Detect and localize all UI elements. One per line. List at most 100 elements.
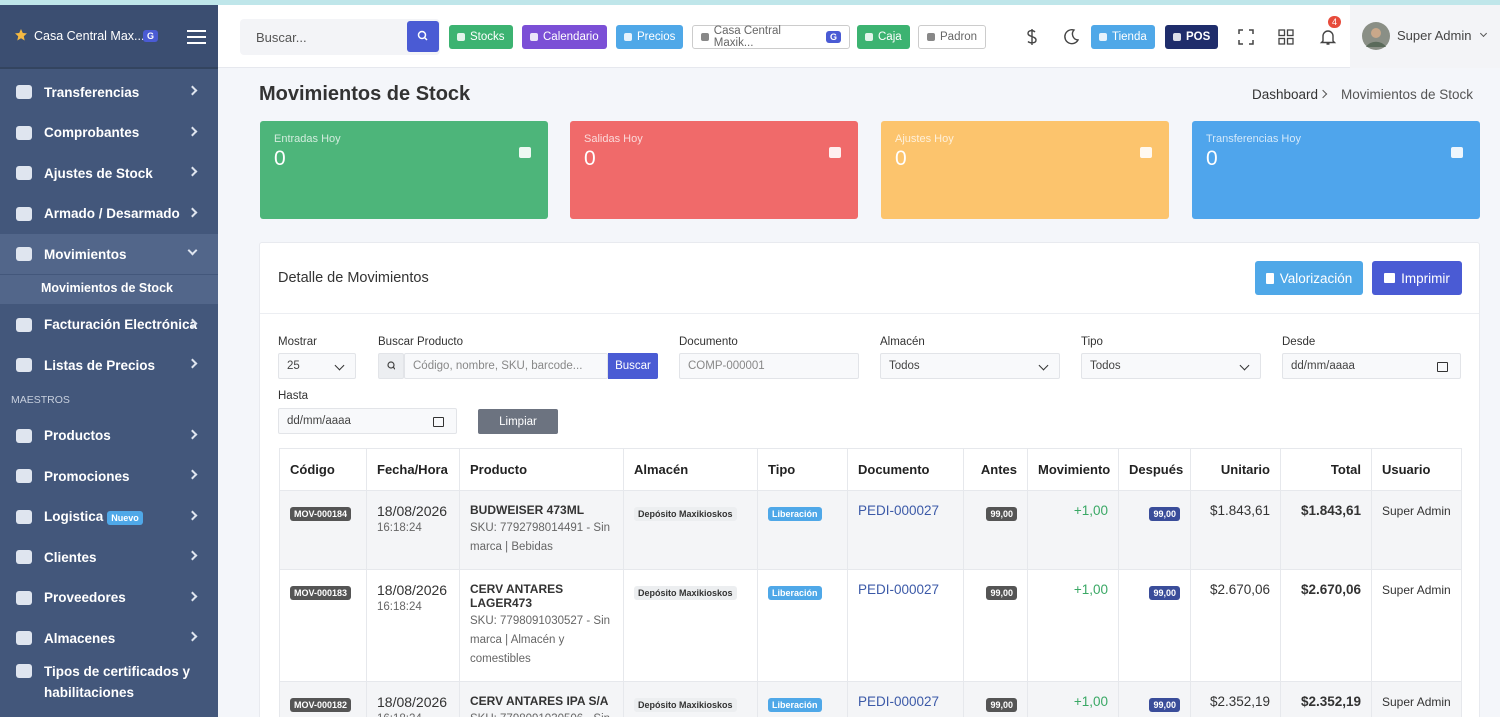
menu-item[interactable]: Movimientos [0, 234, 218, 274]
icon [1265, 272, 1274, 284]
submenu-item[interactable]: Movimientos de Stock [0, 274, 218, 304]
breadcrumb-link[interactable]: Dashboard [1252, 87, 1319, 102]
document-link[interactable]: PEDI-000027 [858, 503, 940, 518]
card-icon [829, 147, 841, 158]
padron-button[interactable]: Padron [918, 25, 987, 49]
table-row: MOV-000184 18/08/2026 16:18:24 BUDWEISER 47… [279, 490, 1462, 570]
card-label: Entradas Hoy [274, 133, 341, 145]
menu-label: Comprobantes [44, 125, 140, 140]
date: 18/08/2026 [377, 582, 448, 598]
code-badge: MOV-000183 [290, 586, 352, 600]
total: $1.843,61 [1300, 503, 1361, 518]
sidebar: Casa Central Max... G Transferencias Comp… [0, 5, 218, 717]
product-detail: SKU: 7798091030527 - Sin marca | Almacén… [470, 615, 611, 665]
menu-item[interactable]: Logistica Nuevo [0, 497, 218, 537]
menu-item[interactable]: Listas de Precios [0, 345, 218, 385]
cell: PEDI-000027 [847, 681, 964, 717]
menu-icon [16, 125, 32, 140]
menu-item[interactable]: Clientes [0, 537, 218, 577]
stocks-button[interactable]: Stocks [449, 25, 513, 49]
product-detail: SKU: 7792798014491 - Sin marca | Bebidas [470, 522, 611, 553]
warehouse-badge: Depósito Maxikioskos [634, 507, 737, 521]
total: $2.670,06 [1300, 582, 1361, 597]
clear-button[interactable]: Limpiar [478, 409, 558, 434]
button-label: Caja [878, 31, 902, 43]
column-header: Tipo [757, 448, 848, 491]
menu-item[interactable]: Transferencias [0, 72, 218, 112]
currency-icon[interactable] [1024, 27, 1040, 47]
select-value: Todos [889, 360, 920, 372]
after-badge: 99,00 [1149, 507, 1180, 521]
product-name: CERV ANTARES LAGER473 [470, 582, 564, 610]
product-input[interactable]: Código, nombre, SKU, barcode... [404, 353, 608, 379]
button-label: Valorización [1279, 270, 1353, 286]
calendar-button[interactable]: Calendario [522, 25, 607, 49]
menu-label: Ajustes de Stock [44, 165, 153, 181]
time: 16:18:24 [377, 601, 422, 613]
theme-icon[interactable] [1062, 28, 1080, 46]
print-button[interactable]: Imprimir [1372, 261, 1462, 295]
button-label: Limpiar [499, 415, 537, 428]
menu-item[interactable]: Armado / Desarmado [0, 194, 218, 234]
input-placeholder: dd/mm/aaaa [1291, 360, 1355, 372]
store-button[interactable]: Casa Central Maxik... G [692, 25, 850, 49]
search[interactable]: Buscar... [240, 19, 440, 55]
chevron [187, 591, 198, 601]
menu-item[interactable]: Ajustes de Stock [0, 153, 218, 193]
menu-item[interactable]: Tipos de certificados y habilitaciones [0, 659, 218, 703]
column-header: Unitario [1190, 448, 1281, 491]
column-header: Fecha/Hora [366, 448, 460, 491]
column-header: Total [1280, 448, 1372, 491]
type-select[interactable]: Todos [1081, 353, 1261, 379]
menu-label: Movimientos [44, 246, 127, 262]
user-menu[interactable]: Super Admin [1350, 5, 1500, 68]
menu-icon [16, 85, 32, 99]
table-body: MOV-000184 18/08/2026 16:18:24 BUDWEISER 47… [279, 490, 1462, 717]
bell-icon[interactable] [1319, 28, 1337, 46]
cell: $2.352,19 [1190, 681, 1281, 717]
menu-item[interactable]: Comprobantes [0, 113, 218, 153]
apps-icon[interactable] [1278, 29, 1294, 45]
from-date[interactable]: dd/mm/aaaa [1282, 353, 1461, 379]
stat-card: Salidas Hoy 0 [570, 121, 858, 219]
code-badge: MOV-000184 [290, 507, 352, 521]
select-value: Todos [1090, 360, 1121, 372]
pos-button[interactable]: POS [1165, 25, 1219, 49]
product-search-button[interactable]: Buscar [608, 353, 658, 379]
table-row: MOV-000183 18/08/2026 16:18:24 CERV ANTARES… [279, 569, 1462, 682]
stat-card: Transferencias Hoy 0 [1192, 121, 1480, 219]
document-link[interactable]: PEDI-000027 [858, 582, 940, 597]
fullscreen-icon[interactable] [1238, 29, 1254, 45]
show-select[interactable]: 25 [278, 353, 356, 379]
chevron [187, 550, 198, 561]
to-date[interactable]: dd/mm/aaaa [278, 408, 457, 434]
cell: +1,00 [1027, 681, 1119, 717]
document-link[interactable]: PEDI-000027 [858, 694, 940, 709]
filter-label: Documento [679, 336, 738, 348]
icon [1384, 273, 1396, 283]
menu-item[interactable]: Proveedores [0, 578, 218, 618]
prices-button[interactable]: Precios [616, 25, 684, 49]
select-value: 25 [287, 360, 300, 372]
document-input[interactable]: COMP-000001 [679, 353, 859, 379]
menu-section: MAESTROS [11, 393, 70, 406]
warehouse-select[interactable]: Todos [880, 353, 1060, 379]
menu-item[interactable]: Facturación Electrónica [0, 305, 218, 345]
cell: +1,00 [1027, 569, 1119, 682]
menu-icon [16, 631, 32, 645]
valuation-button[interactable]: Valorización [1255, 261, 1363, 295]
button-label: Calendario [543, 31, 599, 43]
button-label: Tienda [1112, 31, 1147, 43]
menu-item[interactable]: Almacenes [0, 618, 218, 658]
menu-item[interactable]: Promociones [0, 456, 218, 496]
shop-button[interactable]: Tienda [1091, 25, 1155, 49]
cash-button[interactable]: Caja [857, 25, 910, 49]
cell: CERV ANTARES LAGER473 SKU: 7798091030527 … [459, 569, 624, 682]
menu-toggle[interactable] [187, 29, 207, 45]
search-button[interactable] [407, 21, 439, 52]
menu-item[interactable]: Productos [0, 416, 218, 456]
menu-icon [16, 550, 32, 564]
product-name: BUDWEISER 473ML [470, 503, 585, 517]
search-addon [378, 353, 404, 379]
cell: 99,00 [963, 681, 1028, 717]
